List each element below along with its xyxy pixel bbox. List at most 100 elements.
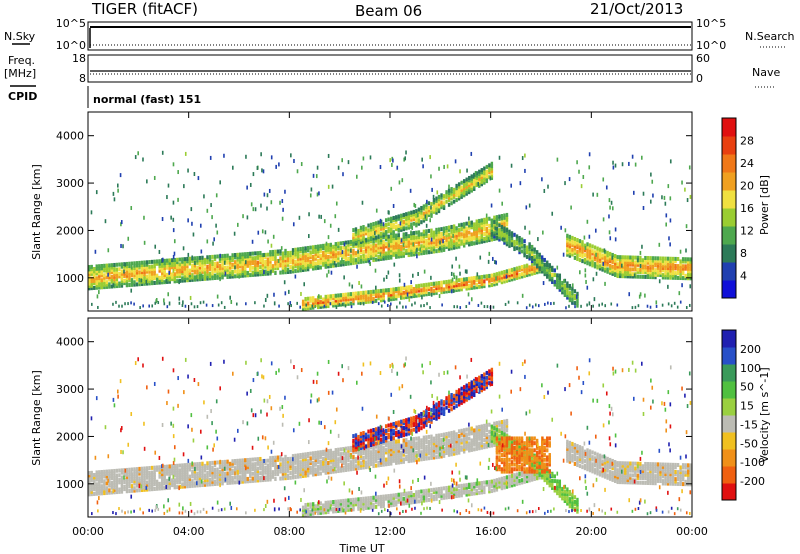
power-cell xyxy=(335,306,338,310)
velocity-cell xyxy=(125,486,129,491)
power-cell xyxy=(608,266,612,271)
velocity-cell xyxy=(206,473,209,478)
power-cell xyxy=(686,271,690,276)
power-cell xyxy=(216,254,219,259)
power-cell xyxy=(402,295,405,300)
power-cell xyxy=(588,165,591,170)
power-cell xyxy=(347,292,350,297)
power-cell xyxy=(100,264,103,269)
power-cell xyxy=(364,292,368,297)
power-cell xyxy=(155,299,157,304)
power-cell xyxy=(390,243,393,248)
power-cell xyxy=(451,264,454,269)
velocity-cell xyxy=(445,450,448,455)
power-cell xyxy=(399,221,402,226)
power-cell xyxy=(420,244,423,249)
velocity-cell xyxy=(329,448,332,453)
power-cell xyxy=(309,245,312,250)
power-cell xyxy=(403,282,406,287)
velocity-cell xyxy=(244,462,247,467)
power-cell xyxy=(455,226,458,231)
power-cell xyxy=(186,273,189,278)
power-cell xyxy=(241,266,244,271)
power-cell xyxy=(241,268,244,273)
power-cell xyxy=(601,267,604,272)
power-cell xyxy=(143,279,146,284)
power-cell xyxy=(456,305,459,309)
velocity-cell xyxy=(468,431,471,436)
power-cell xyxy=(531,256,533,261)
power-cell xyxy=(344,254,348,259)
velocity-cell xyxy=(201,473,204,478)
velocity-cell xyxy=(246,465,249,470)
power-cell xyxy=(535,250,539,255)
velocity-cell xyxy=(254,476,257,481)
power-cell xyxy=(500,218,504,223)
power-cell xyxy=(264,252,267,257)
velocity-cell xyxy=(483,438,486,443)
power-cell xyxy=(655,300,658,305)
cpid-label: CPID xyxy=(8,90,37,103)
power-cell xyxy=(576,291,579,296)
velocity-cell xyxy=(138,476,141,481)
velocity-cell xyxy=(309,470,312,475)
power-cell xyxy=(231,269,234,274)
power-cell xyxy=(430,230,433,235)
velocity-cell xyxy=(271,470,275,475)
power-cell xyxy=(206,255,209,260)
power-cell xyxy=(603,259,607,264)
power-cell xyxy=(546,274,549,279)
power-cell xyxy=(452,238,456,243)
power-cell xyxy=(608,254,612,259)
velocity-cell xyxy=(90,482,93,487)
power-cell xyxy=(641,267,645,272)
velocity-cell xyxy=(118,473,121,478)
power-cell xyxy=(450,271,453,276)
power-cell xyxy=(374,294,378,299)
power-cell xyxy=(437,202,441,207)
power-cell xyxy=(231,257,234,262)
power-cell xyxy=(470,285,473,290)
velocity-cell xyxy=(493,424,496,429)
power-cell xyxy=(349,242,353,247)
power-cell xyxy=(568,241,572,246)
velocity-cell xyxy=(218,479,222,484)
power-cell xyxy=(528,267,531,272)
power-cell xyxy=(397,216,400,221)
velocity-cell xyxy=(148,475,151,480)
power-cell xyxy=(636,255,640,260)
velocity-cell xyxy=(319,454,322,459)
power-cell xyxy=(372,248,375,253)
power-cell xyxy=(382,247,385,252)
power-cell xyxy=(128,268,131,273)
power-cell xyxy=(183,184,185,189)
power-cell xyxy=(473,234,476,239)
power-cell xyxy=(332,296,335,301)
velocity-cell xyxy=(148,485,151,490)
power-cell xyxy=(520,249,524,254)
velocity-cell xyxy=(168,480,171,485)
power-cell xyxy=(161,150,164,155)
power-cell xyxy=(584,273,587,278)
power-cell xyxy=(191,275,194,280)
power-cell xyxy=(515,273,519,278)
power-cell xyxy=(405,216,408,221)
power-cell xyxy=(437,246,441,251)
velocity-cell xyxy=(294,453,297,458)
power-cell xyxy=(641,155,643,160)
power-cell xyxy=(480,279,483,284)
power-cell xyxy=(610,302,613,306)
power-cell xyxy=(108,275,111,280)
power-cell xyxy=(503,226,506,231)
power-cell xyxy=(407,253,411,258)
power-cell xyxy=(480,282,483,287)
power-cell xyxy=(490,228,494,233)
power-cell xyxy=(304,255,307,260)
power-cell xyxy=(261,168,263,173)
velocity-cell xyxy=(352,464,355,469)
power-cell xyxy=(198,272,202,277)
power-cell xyxy=(201,260,204,265)
power-cell xyxy=(178,269,181,274)
velocity-cell xyxy=(246,469,249,474)
power-cell xyxy=(452,288,455,293)
